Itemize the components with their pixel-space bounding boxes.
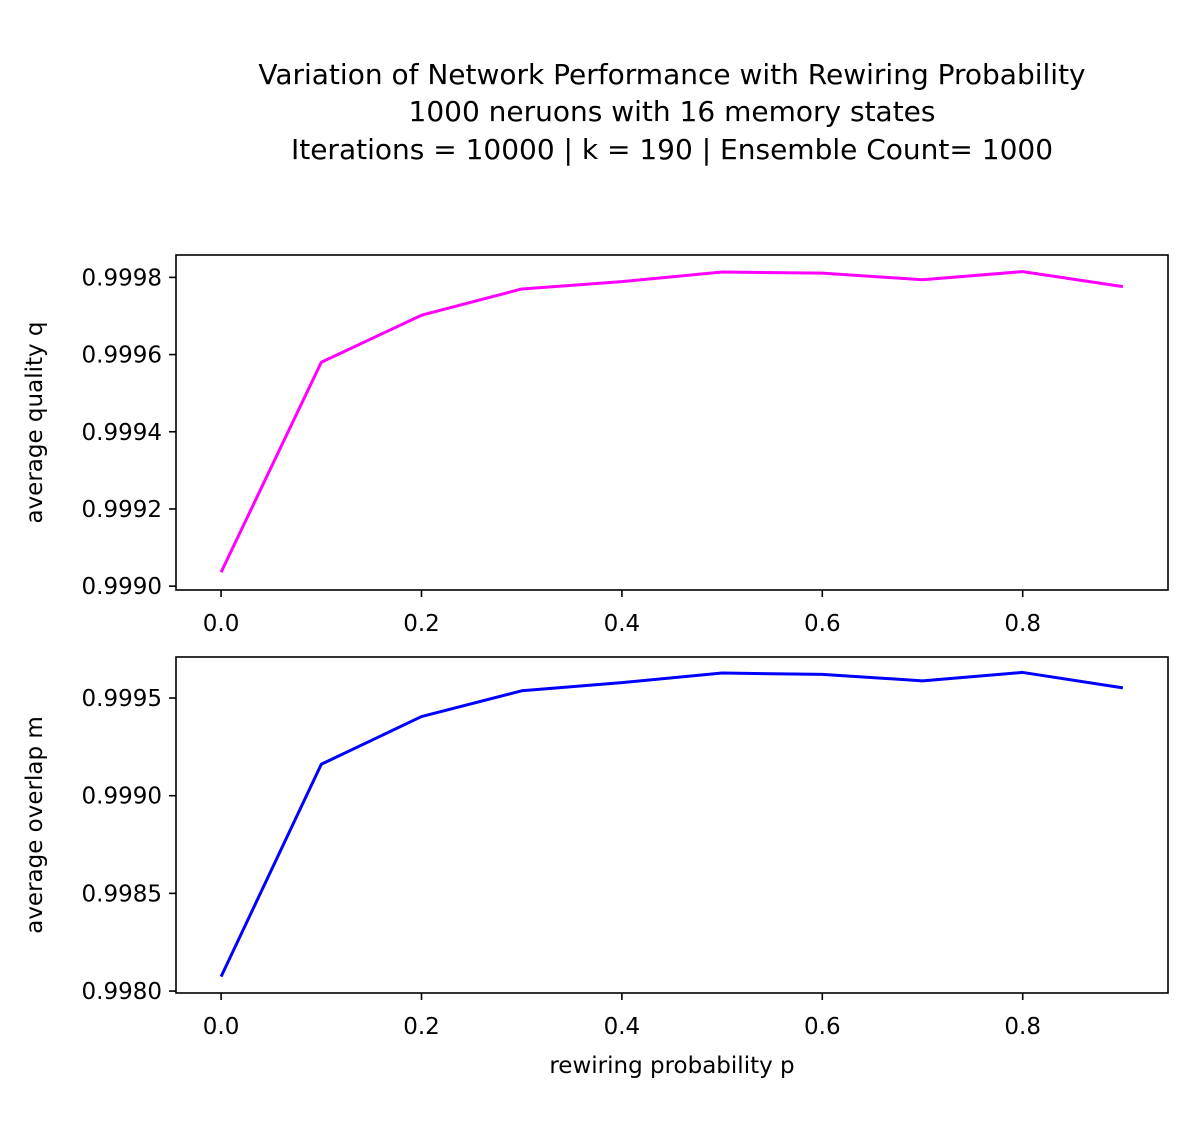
overlap-x-tick-label: 0.8 (1004, 1014, 1041, 1040)
quality-y-tick-label: 0.9998 (82, 265, 162, 291)
quality-axes-frame (175, 254, 1169, 591)
quality-y-tick-label: 0.9990 (82, 574, 162, 600)
figure-title-line-3: Iterations = 10000 | k = 190 | Ensemble … (291, 133, 1053, 166)
overlap-x-tick-label: 0.2 (403, 1014, 440, 1040)
overlap-subplot: 0.0 0.2 0.4 0.6 0.8 0.9980 0.9985 0.9990 0.9995 a… (22, 656, 1169, 1079)
overlap-y-tick-label: 0.9990 (82, 784, 162, 810)
overlap-y-tick-label: 0.9980 (82, 979, 162, 1005)
quality-y-axis-label: average quality q (22, 321, 48, 523)
quality-x-tick-label: 0.2 (403, 611, 440, 637)
quality-x-tick-label: 0.4 (604, 611, 641, 637)
figure-title-line-2: 1000 neruons with 16 memory states (409, 95, 936, 128)
overlap-x-tick-label: 0.0 (203, 1014, 240, 1040)
overlap-x-tick-label: 0.4 (604, 1014, 641, 1040)
overlap-y-tick-label: 0.9985 (82, 881, 162, 907)
overlap-y-tick-label: 0.9995 (82, 686, 162, 712)
overlap-x-tick-label: 0.6 (804, 1014, 841, 1040)
quality-subplot: 0.0 0.2 0.4 0.6 0.8 0.9990 0.9992 0.9994 0.9996 0… (22, 254, 1169, 637)
quality-y-tick-label: 0.9996 (82, 343, 162, 369)
overlap-y-axis-label: average overlap m (22, 716, 48, 934)
quality-x-tick-label: 0.6 (804, 611, 841, 637)
figure-title-line-1: Variation of Network Performance with Re… (258, 58, 1085, 91)
overlap-axes-frame (175, 656, 1169, 994)
overlap-x-axis-label: rewiring probability p (549, 1053, 794, 1079)
quality-x-tick-label: 0.0 (203, 611, 240, 637)
quality-x-tick-label: 0.8 (1004, 611, 1041, 637)
quality-series-line (219, 270, 1124, 573)
overlap-series-line (219, 670, 1124, 978)
quality-y-tick-label: 0.9994 (82, 420, 162, 446)
quality-y-tick-label: 0.9992 (82, 497, 162, 523)
